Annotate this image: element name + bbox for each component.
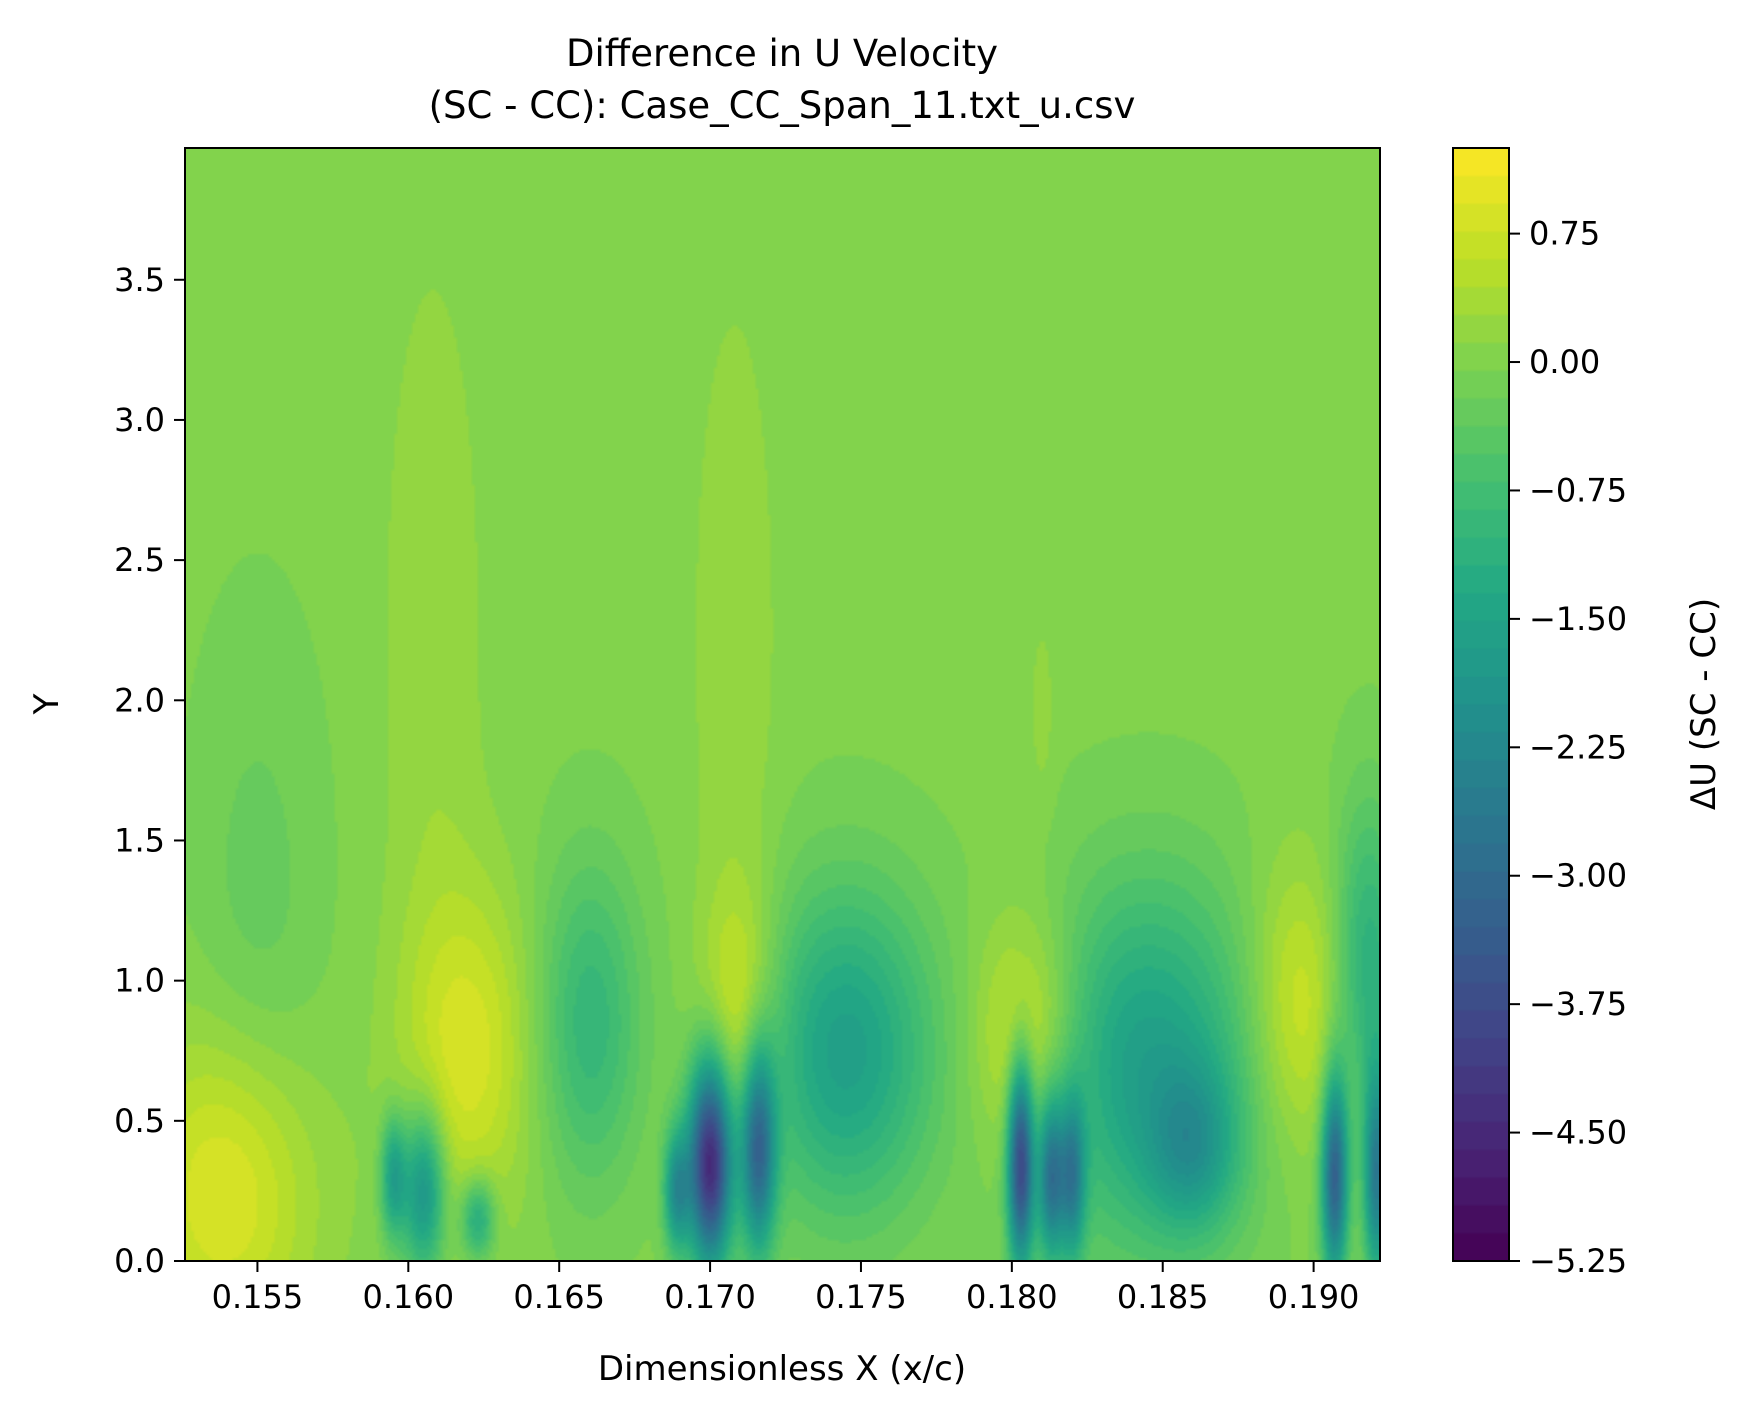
heatmap-image <box>185 148 1380 1261</box>
x-tick-label: 0.170 <box>664 1278 756 1316</box>
colorbar-tick-label: −3.75 <box>1529 985 1627 1023</box>
colorbar-ticks: 0.75 0.00 −0.75 −1.50 −2.25 −3.00 −3.75 −4.50 −5… <box>1509 215 1627 1280</box>
chart-title-line-1: Difference in U Velocity <box>566 32 998 75</box>
y-tick-label: 2.5 <box>114 541 165 579</box>
y-tick-label: 1.5 <box>114 821 165 859</box>
y-tick-label: 0.5 <box>114 1102 165 1140</box>
x-axis: 0.155 0.160 0.165 0.170 0.175 0.180 0.185 0.190 <box>212 1261 1360 1316</box>
chart-title: Difference in U Velocity (SC - CC): Case… <box>429 32 1136 127</box>
x-tick-label: 0.185 <box>1117 1278 1209 1316</box>
chart-title-line-2: (SC - CC): Case_CC_Span_11.txt_u.csv <box>429 84 1136 127</box>
colorbar-tick-label: −2.25 <box>1529 728 1627 766</box>
colorbar-tick-label: −5.25 <box>1529 1242 1627 1280</box>
y-axis-label: Y <box>27 693 67 715</box>
x-axis-label: Dimensionless X (x/c) <box>598 1349 966 1389</box>
x-tick-label: 0.160 <box>363 1278 455 1316</box>
colorbar-tick-label: −0.75 <box>1529 471 1627 509</box>
colorbar-tick-label: −4.50 <box>1529 1114 1627 1152</box>
x-tick-label: 0.190 <box>1268 1278 1360 1316</box>
plot-area <box>184 147 1381 1262</box>
colorbar-label: ΔU (SC - CC) <box>1684 598 1724 810</box>
y-tick-label: 2.0 <box>114 681 165 719</box>
colorbar-tick-label: −3.00 <box>1529 857 1627 895</box>
x-tick-label: 0.155 <box>212 1278 304 1316</box>
colorbar-tick-label: −1.50 <box>1529 600 1627 638</box>
x-tick-label: 0.165 <box>513 1278 605 1316</box>
x-tick-label: 0.180 <box>966 1278 1058 1316</box>
colorbar: 0.75 0.00 −0.75 −1.50 −2.25 −3.00 −3.75 −4.50 −5… <box>1452 147 1724 1280</box>
colorbar-frame <box>1452 147 1510 1262</box>
colorbar-gradient <box>1453 148 1509 1261</box>
colorbar-tick-label: 0.00 <box>1529 343 1600 381</box>
plot-frame <box>184 147 1381 1262</box>
x-tick-label: 0.175 <box>815 1278 907 1316</box>
y-tick-label: 3.5 <box>114 261 165 299</box>
y-tick-label: 0.0 <box>114 1242 165 1280</box>
colorbar-tick-label: 0.75 <box>1529 215 1600 253</box>
y-tick-label: 3.0 <box>114 401 165 439</box>
y-tick-label: 1.0 <box>114 962 165 1000</box>
y-axis: 0.0 0.5 1.0 1.5 2.0 2.5 3.0 3.5 <box>114 261 185 1280</box>
